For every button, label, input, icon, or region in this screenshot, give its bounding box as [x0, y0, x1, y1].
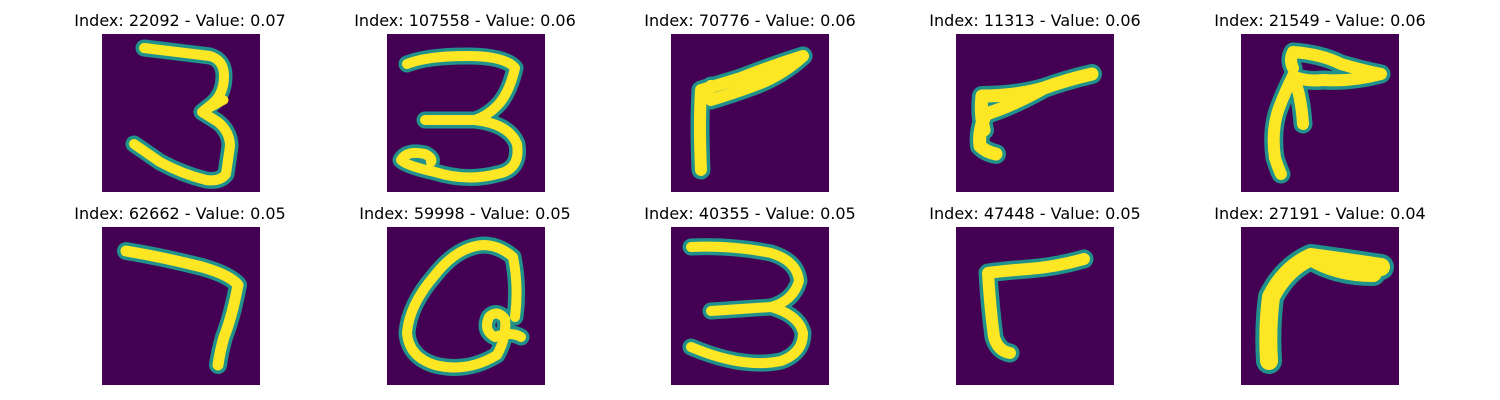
panel-title: Index: 27191 - Value: 0.04	[1214, 204, 1426, 223]
digit-image-21549	[1241, 34, 1399, 192]
digit-image-70776	[671, 34, 829, 192]
digit-image-59998	[387, 227, 545, 385]
digit-image-22092	[102, 34, 260, 192]
panel-title: Index: 47448 - Value: 0.05	[929, 204, 1141, 223]
digit-image-40355	[671, 227, 829, 385]
panel-title: Index: 70776 - Value: 0.06	[644, 11, 856, 30]
panel-title: Index: 11313 - Value: 0.06	[929, 11, 1141, 30]
panel-title: Index: 107558 - Value: 0.06	[354, 11, 576, 30]
digit-image-11313	[956, 34, 1114, 192]
digit-image-107558	[387, 34, 545, 192]
digit-image-62662	[102, 227, 260, 385]
digit-image-27191	[1241, 227, 1399, 385]
panel-title: Index: 59998 - Value: 0.05	[359, 204, 571, 223]
panel-title: Index: 22092 - Value: 0.07	[74, 11, 286, 30]
panel-title: Index: 21549 - Value: 0.06	[1214, 11, 1426, 30]
panel-title: Index: 62662 - Value: 0.05	[74, 204, 286, 223]
panel-title: Index: 40355 - Value: 0.05	[644, 204, 856, 223]
digit-image-47448	[956, 227, 1114, 385]
